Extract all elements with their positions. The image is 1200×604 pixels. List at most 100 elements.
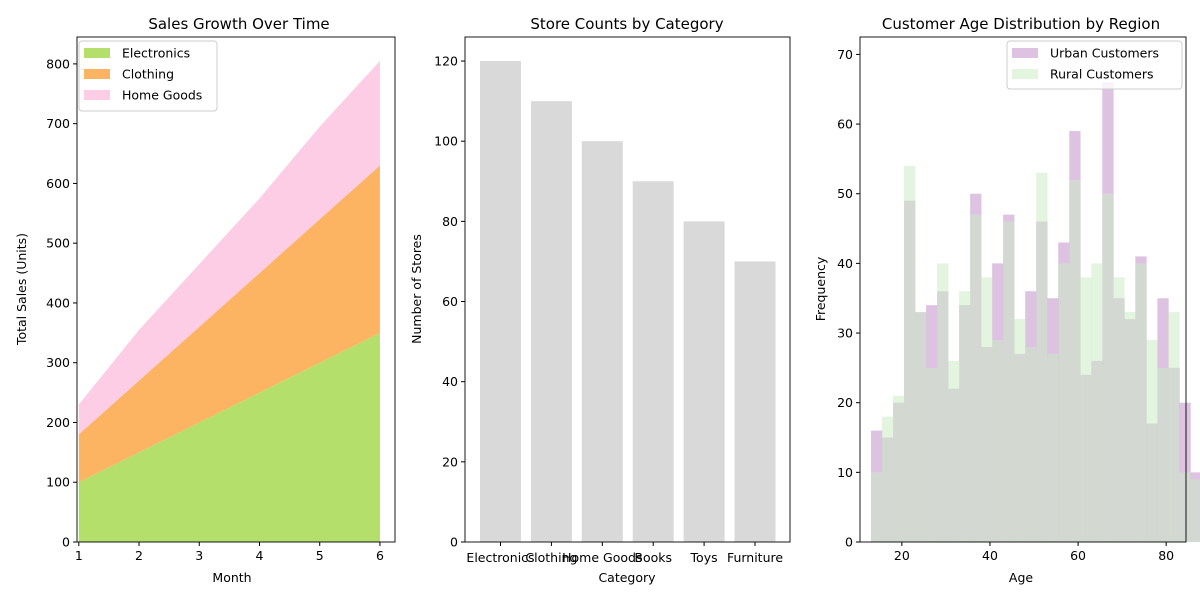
plot-frame	[859, 36, 1187, 543]
x-tick-label: Electronics	[466, 550, 534, 565]
x-tick-label: Books	[634, 550, 672, 565]
y-tick-label: 100	[434, 134, 458, 149]
bar	[480, 61, 521, 543]
histogram-bar	[959, 291, 971, 542]
histogram-bar	[915, 312, 927, 542]
histogram-bar	[1003, 221, 1015, 542]
legend-swatch	[1012, 48, 1038, 58]
y-tick-label: 300	[46, 355, 70, 370]
histogram-bar	[871, 472, 883, 542]
y-tick-label: 20	[837, 395, 853, 410]
x-tick-label: 1	[75, 548, 83, 563]
area-series	[78, 332, 380, 542]
x-tick-label: 4	[256, 548, 264, 563]
y-tick-label: 30	[837, 326, 853, 341]
histogram-bar	[1102, 193, 1114, 543]
legend-box	[78, 40, 218, 112]
x-tick-label: 5	[316, 548, 324, 563]
legend-swatch	[84, 69, 110, 79]
histogram-bar	[1124, 312, 1136, 542]
y-tick-label: 0	[450, 535, 458, 550]
x-tick-label: 20	[894, 548, 910, 563]
x-tick-label: Furniture	[727, 550, 783, 565]
x-tick-label: 6	[376, 548, 384, 563]
legend-swatch	[84, 48, 110, 58]
legend-label: Clothing	[122, 67, 174, 82]
legend-label: Urban Customers	[1050, 46, 1159, 61]
histogram-bar	[893, 395, 905, 542]
legend-label: Rural Customers	[1050, 67, 1154, 82]
x-axis-label: Age	[1009, 570, 1033, 585]
histogram-bar	[937, 263, 949, 542]
y-tick-label: 800	[46, 56, 70, 71]
age-distribution-panel: Customer Age Distribution by Region 20 40…	[813, 15, 1200, 585]
y-tick-label: 60	[442, 294, 458, 309]
plot-frame	[76, 36, 396, 543]
histogram-bar	[1069, 179, 1081, 543]
y-axis-label: Total Sales (Units)	[14, 233, 29, 346]
histogram-bar	[970, 214, 982, 542]
chart-title: Customer Age Distribution by Region	[882, 15, 1160, 33]
y-tick-label: 0	[62, 535, 70, 550]
x-tick-label: 80	[1158, 548, 1174, 563]
histogram-bar	[1168, 312, 1180, 542]
legend-label: Home Goods	[122, 88, 202, 103]
x-tick-label: Clothing	[525, 550, 577, 565]
legend-swatch	[84, 90, 110, 100]
y-tick-label: 0	[845, 535, 853, 550]
chart-title: Store Counts by Category	[530, 15, 723, 33]
sales-growth-panel: Sales Growth Over Time 1 2 3 4 5 6 0 100 200 300 4…	[14, 15, 396, 585]
x-tick-label: 40	[982, 548, 998, 563]
histogram-bar	[1135, 263, 1147, 542]
y-tick-label: 100	[46, 475, 70, 490]
bar	[581, 141, 623, 542]
legend-label: Electronics	[122, 46, 190, 61]
x-axis-label: Month	[212, 570, 251, 585]
y-axis-label: Frequency	[813, 256, 828, 321]
legend: Electronics Clothing Home Goods	[78, 40, 218, 112]
x-tick-label: 2	[135, 548, 143, 563]
area-series	[78, 165, 380, 483]
y-tick-label: 40	[837, 256, 853, 271]
y-tick-label: 10	[837, 465, 853, 480]
area-series	[78, 60, 380, 435]
histogram-bar	[1025, 346, 1037, 542]
histogram-bar	[1047, 353, 1059, 542]
y-tick-label: 80	[442, 214, 458, 229]
y-axis-label: Number of Stores	[409, 234, 424, 344]
histogram-bar	[1179, 472, 1191, 542]
bar	[632, 181, 674, 543]
histogram-bar	[882, 416, 894, 542]
histogram-bar	[1058, 263, 1070, 542]
legend: Urban Customers Rural Customers	[1006, 40, 1183, 90]
plot-frame	[464, 36, 791, 543]
legend-box	[1006, 40, 1183, 90]
y-tick-label: 40	[442, 374, 458, 389]
x-tick-label: Toys	[690, 550, 718, 565]
y-tick-label: 200	[46, 415, 70, 430]
histogram-bar	[948, 360, 960, 542]
x-tick-label: 3	[195, 548, 203, 563]
bar	[683, 221, 725, 542]
y-tick-label: 20	[442, 454, 458, 469]
y-tick-label: 120	[434, 54, 458, 69]
y-tick-label: 400	[46, 295, 70, 310]
histogram-bar	[1190, 479, 1200, 542]
histogram-bar	[1036, 172, 1048, 543]
histogram-bar	[1146, 340, 1158, 542]
histogram-bar	[1014, 319, 1026, 542]
x-tick-label: 60	[1070, 548, 1086, 563]
histogram-bar	[992, 340, 1004, 542]
y-tick-label: 600	[46, 176, 70, 191]
histogram-bar	[981, 277, 993, 542]
y-tick-label: 70	[837, 47, 853, 62]
y-tick-label: 60	[837, 117, 853, 132]
histogram-bar	[1080, 277, 1092, 542]
x-tick-label: Home Goods	[562, 550, 642, 565]
histogram-bar	[926, 367, 938, 542]
legend-swatch	[1012, 69, 1038, 79]
y-tick-label: 50	[837, 186, 853, 201]
histogram-bar	[1157, 367, 1169, 542]
histogram-bar	[904, 165, 916, 543]
